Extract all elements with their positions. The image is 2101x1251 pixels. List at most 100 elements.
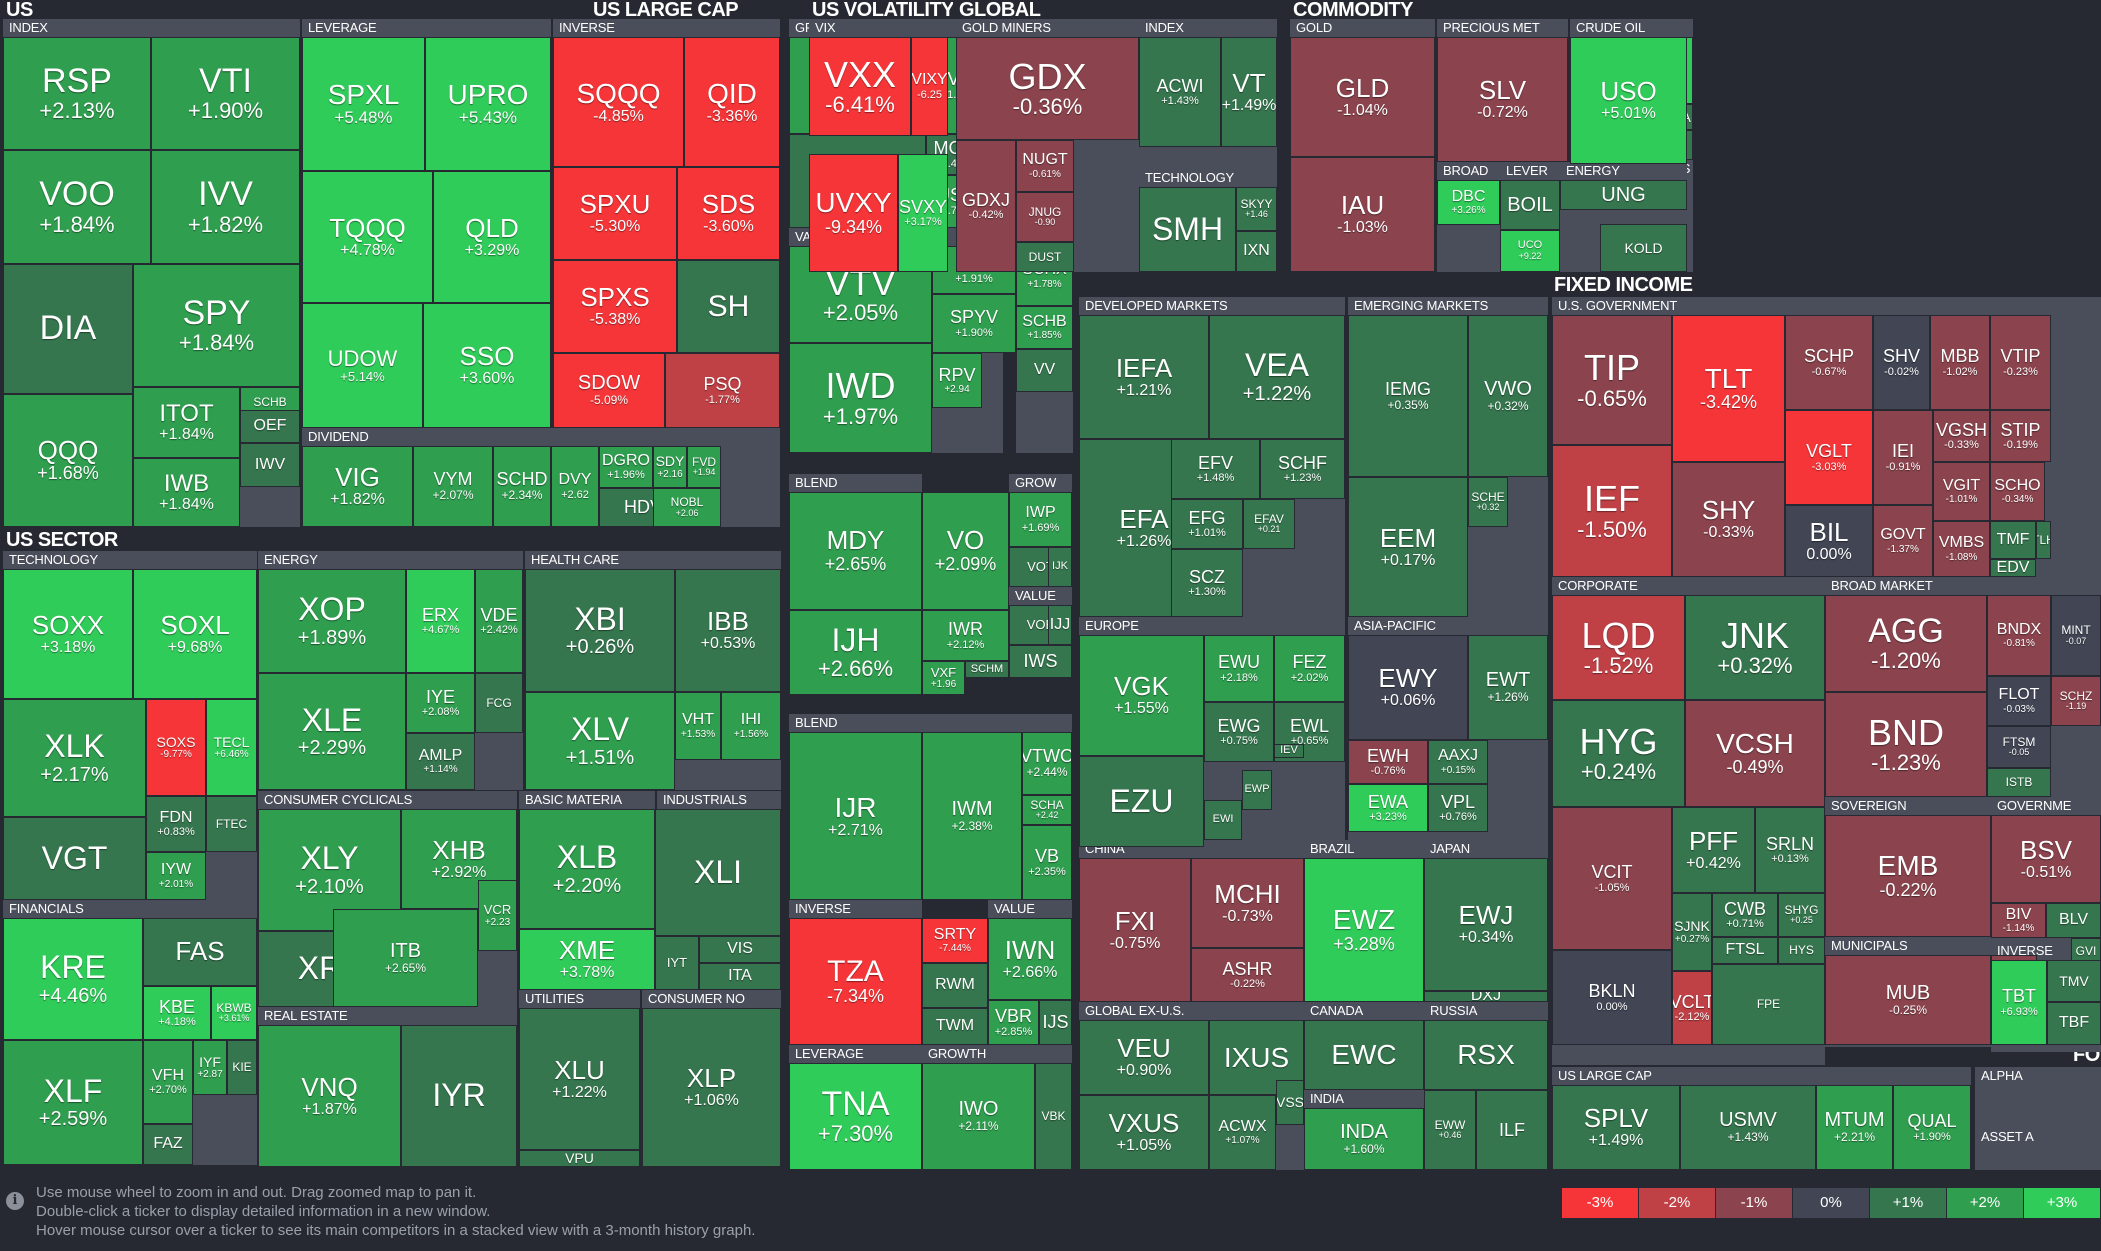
ticker-tile-vglt[interactable]: VGLT -3.03% (1785, 410, 1873, 505)
ticker-tile-ewz[interactable]: EWZ +3.28% (1304, 858, 1424, 1002)
ticker-tile-xbi[interactable]: XBI +0.26% (525, 569, 675, 692)
ticker-tile-spxl[interactable]: SPXL +5.48% (302, 37, 425, 171)
ticker-tile-boil[interactable]: BOIL (1500, 180, 1560, 230)
ticker-tile-xlb[interactable]: XLB +2.20% (519, 809, 655, 929)
ticker-tile-edv[interactable]: EDV (1990, 559, 2036, 577)
ticker-tile-kie[interactable]: KIE (227, 1040, 257, 1095)
ticker-tile-sjnk[interactable]: SJNK +0.27% (1672, 893, 1712, 971)
ticker-tile-emb[interactable]: EMB -0.22% (1825, 815, 1991, 937)
ticker-tile-tlt[interactable]: TLT -3.42% (1672, 315, 1785, 462)
ticker-tile-nugt[interactable]: NUGT -0.61% (1016, 140, 1074, 192)
ticker-tile-ewa[interactable]: EWA +3.23% (1348, 784, 1428, 832)
ticker-tile-oef[interactable]: OEF (240, 410, 300, 443)
ticker-tile-scha[interactable]: SCHA +2.42 (1022, 795, 1072, 825)
ticker-tile-xme[interactable]: XME +3.78% (519, 929, 655, 990)
ticker-tile-iws[interactable]: IWS (1009, 645, 1072, 678)
ticker-tile-vwo[interactable]: VWO +0.32% (1468, 315, 1548, 477)
ticker-tile-eem[interactable]: EEM +0.17% (1348, 477, 1468, 617)
ticker-tile-tna[interactable]: TNA +7.30% (789, 1063, 922, 1170)
ticker-tile-ewp[interactable]: EWP (1242, 770, 1272, 810)
ticker-tile-iemg[interactable]: IEMG +0.35% (1348, 315, 1468, 477)
ticker-tile-inda[interactable]: INDA +1.60% (1304, 1108, 1424, 1170)
ticker-tile-mchi[interactable]: MCHI -0.73% (1191, 858, 1304, 948)
ticker-tile-vis[interactable]: VIS (699, 936, 781, 963)
ticker-tile-tqqq[interactable]: TQQQ +4.78% (302, 171, 433, 303)
ticker-tile-iwn[interactable]: IWN +2.66% (988, 918, 1072, 1000)
ticker-tile-efv[interactable]: EFV +1.48% (1171, 439, 1260, 499)
ticker-tile-scho[interactable]: SCHO -0.34% (1990, 462, 2045, 521)
ticker-tile-rwm[interactable]: RWM (922, 963, 988, 1008)
ticker-tile-cwb[interactable]: CWB +0.71% (1712, 893, 1778, 937)
ticker-tile-sdy[interactable]: SDY +2.16 (653, 446, 687, 488)
ticker-tile-fdn[interactable]: FDN +0.83% (146, 796, 206, 852)
ticker-tile-ijj[interactable]: IJJ (1048, 605, 1072, 645)
ticker-tile-acwi[interactable]: ACWI +1.43% (1139, 37, 1221, 147)
ticker-tile-xlv[interactable]: XLV +1.51% (525, 692, 675, 790)
ticker-tile-ixn[interactable]: IXN (1236, 231, 1277, 272)
ticker-tile-vv[interactable]: VV (1016, 349, 1073, 392)
ticker-tile-iwm[interactable]: IWM +2.38% (922, 732, 1022, 900)
ticker-tile-uso[interactable]: USO +5.01% (1570, 37, 1687, 164)
ticker-tile-svxy[interactable]: SVXY +3.17% (898, 154, 948, 272)
ticker-tile-vti[interactable]: VTI +1.90% (151, 37, 300, 150)
ticker-tile-upro[interactable]: UPRO +5.43% (425, 37, 551, 171)
ticker-tile-vht[interactable]: VHT +1.53% (675, 692, 721, 760)
ticker-tile-sh[interactable]: SH (677, 260, 780, 353)
ticker-tile-tmv[interactable]: TMV (2047, 960, 2101, 1002)
ticker-tile-ilf[interactable]: ILF (1476, 1090, 1548, 1170)
ticker-tile-dxj[interactable]: DXJ (1424, 991, 1548, 1002)
ticker-tile-schf[interactable]: SCHF +1.23% (1260, 439, 1345, 499)
ticker-tile-shv[interactable]: SHV -0.02% (1873, 315, 1930, 410)
ticker-tile-scz[interactable]: SCZ +1.30% (1171, 549, 1243, 617)
ticker-tile-flot[interactable]: FLOT -0.03% (1987, 676, 2051, 726)
ticker-tile-vxus[interactable]: VXUS +1.05% (1079, 1095, 1209, 1170)
ticker-tile-tmf[interactable]: TMF (1990, 521, 2036, 559)
ticker-tile-ftsm[interactable]: FTSM -0.05 (1987, 726, 2051, 768)
ticker-tile-dust[interactable]: DUST (1016, 242, 1074, 272)
ticker-tile-psq[interactable]: PSQ -1.77% (665, 353, 780, 428)
ticker-tile-kbwb[interactable]: KBWB +3.61% (211, 986, 257, 1040)
ticker-tile-efav[interactable]: EFAV +0.21 (1243, 499, 1295, 549)
ticker-tile-usmv[interactable]: USMV +1.43% (1680, 1085, 1816, 1170)
ticker-tile-nobl[interactable]: NOBL +2.06 (653, 488, 721, 527)
ticker-tile-amlp[interactable]: AMLP +1.14% (406, 733, 475, 790)
ticker-tile-bnd[interactable]: BND -1.23% (1825, 692, 1987, 797)
ticker-tile-veu[interactable]: VEU +0.90% (1079, 1020, 1209, 1095)
ticker-tile-dvy[interactable]: DVY +2.62 (551, 446, 599, 527)
ticker-tile-ihi[interactable]: IHI +1.56% (721, 692, 781, 760)
ticker-tile-iwr[interactable]: IWR +2.12% (922, 610, 1009, 661)
ticker-tile-iyr[interactable]: IYR (401, 1025, 517, 1167)
ticker-tile-tlh[interactable]: TLH (2036, 521, 2051, 559)
ticker-tile-faz[interactable]: FAZ (143, 1124, 193, 1165)
ticker-tile-stip[interactable]: STIP -0.19% (1990, 410, 2051, 462)
ticker-tile-xlp[interactable]: XLP +1.06% (642, 1008, 781, 1167)
ticker-tile-vcit[interactable]: VCIT -1.05% (1552, 807, 1672, 950)
ticker-tile-ewu[interactable]: EWU +2.18% (1204, 635, 1274, 702)
ticker-tile-qld[interactable]: QLD +3.29% (433, 171, 551, 303)
ticker-tile-ixus[interactable]: IXUS (1209, 1020, 1304, 1095)
ticker-tile-vig[interactable]: VIG +1.82% (302, 446, 413, 527)
ticker-tile-iyw[interactable]: IYW +2.01% (146, 852, 206, 900)
ticker-tile-vym[interactable]: VYM +2.07% (413, 446, 493, 527)
ticker-tile-mtum[interactable]: MTUM +2.21% (1816, 1085, 1893, 1170)
ticker-tile-blv[interactable]: BLV (2046, 903, 2101, 938)
ticker-tile-srln[interactable]: SRLN +0.13% (1755, 807, 1825, 893)
ticker-tile-sqqq[interactable]: SQQQ -4.85% (553, 37, 684, 167)
ticker-tile-xlf[interactable]: XLF +2.59% (3, 1040, 143, 1165)
ticker-tile-kold[interactable]: KOLD (1600, 224, 1687, 272)
ticker-tile-vnq[interactable]: VNQ +1.87% (258, 1025, 401, 1167)
ticker-tile-uvxy[interactable]: UVXY -9.34% (809, 154, 898, 272)
ticker-tile-iwd[interactable]: IWD +1.97% (789, 343, 932, 453)
ticker-tile-udow[interactable]: UDOW +5.14% (302, 303, 423, 428)
ticker-tile-istb[interactable]: ISTB (1987, 768, 2051, 797)
ticker-tile-iwb[interactable]: IWB +1.84% (133, 458, 240, 527)
ticker-tile-jnug[interactable]: JNUG -0.90 (1016, 192, 1074, 242)
ticker-tile-voo[interactable]: VOO +1.84% (3, 150, 151, 264)
ticker-tile-xle[interactable]: XLE +2.29% (258, 673, 406, 790)
ticker-tile-xli[interactable]: XLI (655, 809, 781, 936)
ticker-tile-iwp[interactable]: IWP +1.69% (1009, 492, 1072, 547)
ticker-tile-vmbs[interactable]: VMBS -1.08% (1933, 521, 1990, 577)
ticker-tile-spy[interactable]: SPY +1.84% (133, 264, 300, 387)
ticker-tile-aaxj[interactable]: AAXJ +0.15% (1428, 740, 1488, 784)
ticker-tile-kre[interactable]: KRE +4.46% (3, 918, 143, 1040)
